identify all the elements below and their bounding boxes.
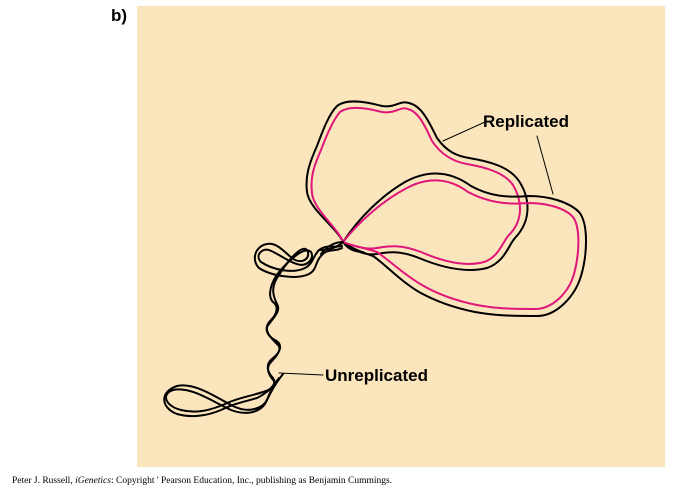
panel-letter: b): [111, 6, 128, 25]
copyright-caption: Peter J. Russell, iGenetics: Copyright '…: [12, 476, 392, 486]
caption-book-title: iGenetics: [75, 476, 111, 486]
unreplicated-leader: [278, 372, 324, 376]
unreplicated-strand-b: [163, 242, 343, 418]
replicated-leader-lower: [536, 135, 554, 195]
lower-loop-outer-strand: [342, 172, 587, 317]
unreplicated-strand-a: [165, 245, 343, 414]
dna-replication-diagram: Replicated Unreplicated: [163, 100, 587, 418]
unreplicated-label: Unreplicated: [325, 366, 428, 385]
caption-author: Peter J. Russell,: [12, 476, 76, 486]
replicated-label: Replicated: [483, 112, 569, 131]
figure-panel: Replicated Unreplicated: [137, 6, 665, 467]
upper-loop-outer-strand: [305, 100, 529, 271]
replication-fork: [318, 241, 344, 255]
replicated-leader-upper: [442, 121, 486, 142]
upper-loop-new-strand: [310, 106, 521, 265]
lower-loop-new-strand: [342, 179, 580, 310]
caption-copyright: : Copyright ' Pearson Education, Inc., p…: [110, 476, 393, 486]
